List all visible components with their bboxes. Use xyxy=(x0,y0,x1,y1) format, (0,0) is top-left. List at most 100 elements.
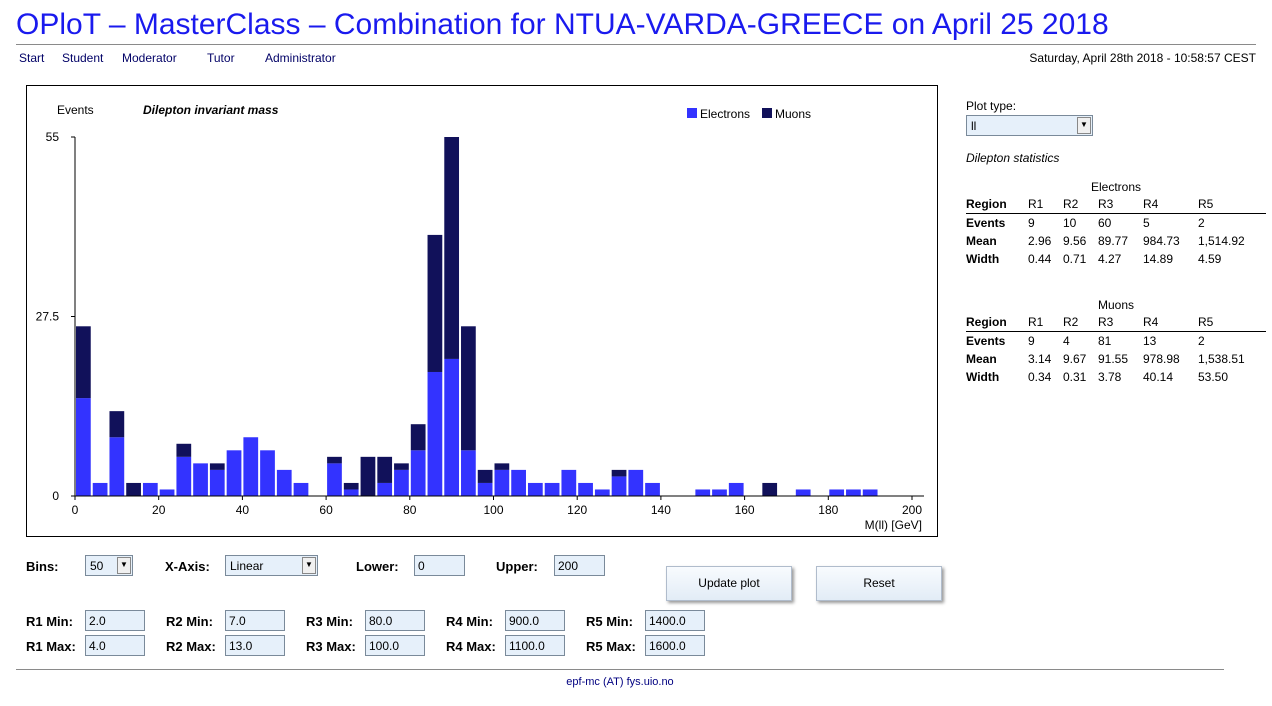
bar-muons xyxy=(394,463,409,470)
x-axis-select[interactable]: Linear ▼ xyxy=(225,555,318,576)
nav-student[interactable]: Student xyxy=(62,51,104,65)
bar-electrons xyxy=(578,482,593,496)
nav-tutor[interactable]: Tutor xyxy=(207,51,235,65)
bar-electrons xyxy=(276,469,292,496)
bar-electrons xyxy=(394,469,409,496)
chart-legend: Electrons Muons xyxy=(687,107,811,121)
bar-electrons xyxy=(594,489,610,496)
electrons-stats-row-label: Events xyxy=(966,216,1006,230)
bar-electrons xyxy=(628,469,644,496)
electrons-stats-cell: 4.27 xyxy=(1098,252,1122,266)
r4-max-input[interactable]: 1100.0 xyxy=(505,635,565,656)
x-tick-label: 80 xyxy=(403,503,417,517)
bar-electrons xyxy=(795,489,811,496)
x-tick-label: 160 xyxy=(735,503,755,517)
histogram-chart: Events Dilepton invariant mass M(ll) [Ge… xyxy=(36,103,924,532)
bar-electrons xyxy=(829,489,845,496)
muons-stats-row: Width 0.34 0.31 3.78 40.14 53.50 xyxy=(966,368,1266,386)
muons-stats-cell: 978.98 xyxy=(1143,352,1180,366)
stats-title: Dilepton statistics xyxy=(966,151,1060,165)
r3-max-input[interactable]: 100.0 xyxy=(365,635,425,656)
legend-swatch-electrons xyxy=(687,108,697,118)
bar-electrons xyxy=(728,482,744,496)
chevron-down-icon[interactable]: ▼ xyxy=(1077,117,1091,134)
muons-stats-cell: 2 xyxy=(1198,334,1205,348)
electrons-stats-header-row: Region R1 R2 R3 R4 R5 xyxy=(966,195,1266,214)
bar-muons xyxy=(109,411,125,438)
upper-input[interactable]: 200 xyxy=(554,555,605,576)
bar-muons xyxy=(377,456,393,483)
r4-min-input[interactable]: 900.0 xyxy=(505,610,565,631)
axes-group: 0 20 40 60 80 100 120 140 160 180 200 0 27.5 55 xyxy=(36,130,924,517)
electrons-stats-cell: 0.44 xyxy=(1028,252,1052,266)
bar-electrons xyxy=(410,450,426,496)
muons-stats-cell: 0.31 xyxy=(1063,370,1087,384)
r2-min-input[interactable]: 7.0 xyxy=(225,610,285,631)
bar-electrons xyxy=(377,482,393,496)
bar-electrons xyxy=(544,482,560,496)
muons-stats-cell: 40.14 xyxy=(1143,370,1174,384)
x-tick-label: 0 xyxy=(72,503,79,517)
bar-electrons xyxy=(193,463,208,496)
bar-muons xyxy=(76,326,91,399)
reset-button[interactable]: Reset xyxy=(816,566,942,601)
bar-muons xyxy=(327,456,342,464)
bar-electrons xyxy=(645,482,660,496)
muons-stats-cell: 9 xyxy=(1028,334,1035,348)
r1-max-input[interactable]: 4.0 xyxy=(85,635,145,656)
nav-administrator[interactable]: Administrator xyxy=(265,51,336,65)
electrons-stats-cell: 14.89 xyxy=(1143,252,1174,266)
electrons-stats-cell: 9 xyxy=(1028,216,1035,230)
update-plot-button[interactable]: Update plot xyxy=(666,566,792,601)
muons-stats-title: Muons xyxy=(1097,298,1135,312)
bar-muons xyxy=(410,424,426,451)
bar-electrons xyxy=(712,489,727,496)
bar-electrons xyxy=(862,489,878,496)
bar-muons xyxy=(762,482,778,496)
r3-min-input[interactable]: 80.0 xyxy=(365,610,425,631)
bar-electrons xyxy=(477,482,493,496)
r5-min-input[interactable]: 1400.0 xyxy=(645,610,705,631)
x-tick-label: 120 xyxy=(567,503,587,517)
bar-electrons xyxy=(293,482,309,496)
nav-moderator[interactable]: Moderator xyxy=(122,51,177,65)
r5-min-label: R5 Min: xyxy=(586,614,633,629)
upper-label: Upper: xyxy=(496,559,538,574)
y-tick-label: 55 xyxy=(46,130,60,144)
r5-max-input[interactable]: 1600.0 xyxy=(645,635,705,656)
muons-stats-header-cell: R1 xyxy=(1028,315,1044,329)
bar-electrons xyxy=(695,489,711,496)
bar-electrons xyxy=(527,482,543,496)
r3-max-label: R3 Max: xyxy=(306,639,356,654)
chevron-down-icon[interactable]: ▼ xyxy=(302,557,316,574)
muons-stats-cell: 13 xyxy=(1143,334,1157,348)
chevron-down-icon[interactable]: ▼ xyxy=(117,557,131,574)
bar-electrons xyxy=(92,482,108,496)
page-title: OPloT – MasterClass – Combination for NT… xyxy=(16,8,1109,41)
y-axis-label: Events xyxy=(57,103,94,117)
bar-muons xyxy=(126,482,141,496)
r2-max-input[interactable]: 13.0 xyxy=(225,635,285,656)
electrons-stats-title: Electrons xyxy=(1090,180,1142,194)
bar-electrons xyxy=(109,437,125,496)
nav-start[interactable]: Start xyxy=(19,51,45,65)
muons-stats-cell: 1,538.51 xyxy=(1198,352,1245,366)
r2-max-label: R2 Max: xyxy=(166,639,216,654)
r1-min-input[interactable]: 2.0 xyxy=(85,610,145,631)
bins-select[interactable]: 50 ▼ xyxy=(85,555,133,576)
bins-label: Bins: xyxy=(26,559,59,574)
muons-stats-row-label: Events xyxy=(966,334,1006,348)
bar-muons xyxy=(176,443,192,457)
electrons-stats-header-cell: Region xyxy=(966,197,1007,211)
muons-stats-cell: 81 xyxy=(1098,334,1112,348)
muons-stats-cell: 0.34 xyxy=(1028,370,1052,384)
bar-electrons xyxy=(176,456,192,496)
lower-input[interactable]: 0 xyxy=(414,555,465,576)
x-tick-label: 40 xyxy=(236,503,250,517)
legend-swatch-muons xyxy=(762,108,772,118)
footer-email[interactable]: epf-mc (AT) fys.uio.no xyxy=(566,676,674,688)
muons-stats-header-cell: R5 xyxy=(1198,315,1214,329)
plot-type-select[interactable]: ll ▼ xyxy=(966,115,1093,136)
datetime: Saturday, April 28th 2018 - 10:58:57 CES… xyxy=(1029,51,1256,65)
bar-electrons xyxy=(159,489,175,496)
